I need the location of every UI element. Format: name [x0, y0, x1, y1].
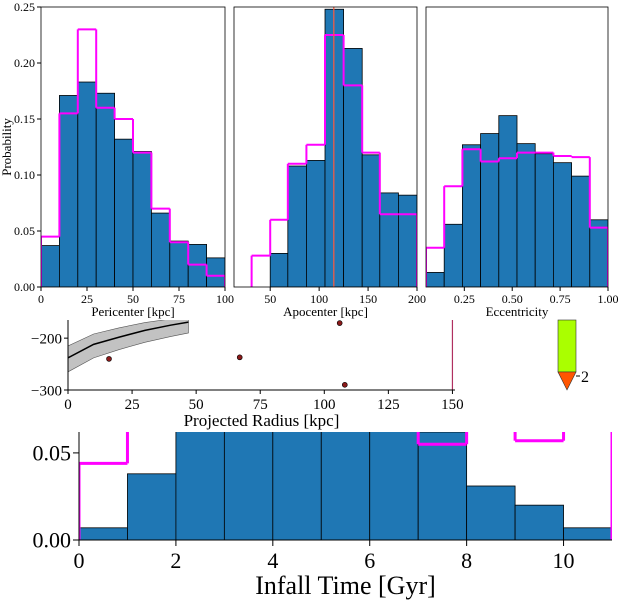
x-tick-label: 25 — [125, 397, 140, 413]
x-tick-label: 0.50 — [502, 292, 523, 306]
x-tick-label: 150 — [441, 397, 464, 413]
plot-area — [79, 432, 612, 540]
point — [106, 356, 112, 362]
y-tick-label: 0.00 — [14, 280, 35, 294]
x-axis-label: Projected Radius [kpc] — [184, 411, 340, 430]
axes-frame — [233, 6, 418, 288]
colorbar-label: 2 — [581, 369, 589, 386]
bar — [343, 48, 363, 287]
x-tick-label: 50 — [127, 292, 139, 306]
bar — [589, 219, 608, 287]
colorbar — [557, 319, 577, 373]
bar — [516, 143, 536, 287]
bar — [59, 95, 79, 287]
y-tick-label: 0.20 — [14, 56, 35, 70]
bar — [426, 272, 445, 287]
y-tick-label: −300 — [31, 383, 62, 399]
bar — [417, 432, 468, 540]
plot-area — [68, 320, 454, 390]
x-axis-label: Eccentricity — [486, 304, 549, 319]
plot-area — [426, 115, 608, 287]
x-tick-label: 25 — [81, 292, 93, 306]
bar — [398, 194, 417, 287]
bar — [223, 432, 274, 540]
x-tick-label: 4 — [267, 548, 278, 573]
bar — [150, 212, 171, 287]
y-tick-label: 0.05 — [14, 224, 35, 238]
bar — [272, 432, 322, 540]
bar — [461, 144, 481, 287]
bar — [269, 252, 289, 287]
x-tick-label: 125 — [377, 397, 400, 413]
point — [236, 354, 243, 361]
colorbar-extension — [557, 371, 577, 391]
band — [68, 320, 189, 373]
bar — [187, 244, 207, 287]
bar — [114, 138, 134, 287]
x-tick-label: 0.75 — [550, 292, 571, 306]
x-tick-label: 0 — [38, 292, 44, 306]
bar — [466, 485, 516, 540]
x-tick-label: 0.25 — [454, 292, 475, 306]
x-tick-label: 75 — [253, 397, 268, 413]
bar — [369, 432, 419, 540]
bar — [287, 165, 307, 287]
bar — [77, 81, 97, 287]
plot-area — [250, 7, 417, 287]
median-line — [68, 321, 189, 359]
bar — [379, 192, 399, 287]
x-tick-label: 100 — [216, 292, 234, 306]
bar — [206, 257, 225, 287]
bar — [320, 432, 371, 540]
bar — [498, 115, 518, 287]
x-tick-label: 50 — [264, 292, 276, 306]
bar — [41, 245, 60, 287]
x-tick-label: 75 — [173, 292, 185, 306]
y-tick-label: 0.05 — [33, 441, 72, 466]
bar — [361, 154, 381, 287]
point — [341, 382, 348, 388]
x-axis-label: Infall Time [Gyr] — [255, 571, 436, 600]
bar — [127, 473, 177, 540]
bar — [132, 151, 152, 287]
x-tick-label: 1.00 — [598, 292, 619, 306]
x-tick-label: 0 — [74, 548, 85, 573]
y-tick-label: 0.15 — [14, 112, 35, 126]
x-tick-label: 6 — [364, 548, 375, 573]
x-tick-label: 50 — [189, 397, 204, 413]
bar — [480, 133, 500, 287]
x-tick-label: 100 — [313, 397, 336, 413]
x-axis-label: Pericenter [kpc] — [91, 304, 174, 319]
y-tick-label: 0.10 — [14, 168, 35, 182]
bar — [443, 223, 463, 287]
bar — [95, 92, 115, 287]
x-tick-label: 10 — [553, 548, 575, 573]
plot-area — [41, 28, 225, 287]
x-tick-label: 0 — [64, 397, 72, 413]
x-tick-label: 150 — [359, 292, 377, 306]
bar — [175, 432, 225, 540]
point — [336, 320, 343, 326]
x-axis-label: Apocenter [kpc] — [283, 304, 368, 319]
bar — [553, 162, 573, 287]
x-tick-label: 100 — [310, 292, 328, 306]
axes-frame — [425, 6, 609, 288]
bar — [306, 160, 326, 287]
x-tick-label: 200 — [408, 292, 426, 306]
bar — [79, 527, 128, 540]
bar — [563, 527, 612, 540]
bar — [534, 153, 554, 287]
bar — [571, 175, 591, 287]
y-tick-label: −200 — [31, 331, 62, 347]
y-tick-label: 0.25 — [14, 0, 35, 14]
bar — [514, 504, 564, 540]
x-tick-label: 8 — [461, 548, 472, 573]
y-axis-label: Probability — [0, 118, 14, 176]
x-tick-label: 2 — [170, 548, 181, 573]
bar — [169, 240, 189, 287]
y-tick-label: 0.00 — [33, 528, 72, 553]
